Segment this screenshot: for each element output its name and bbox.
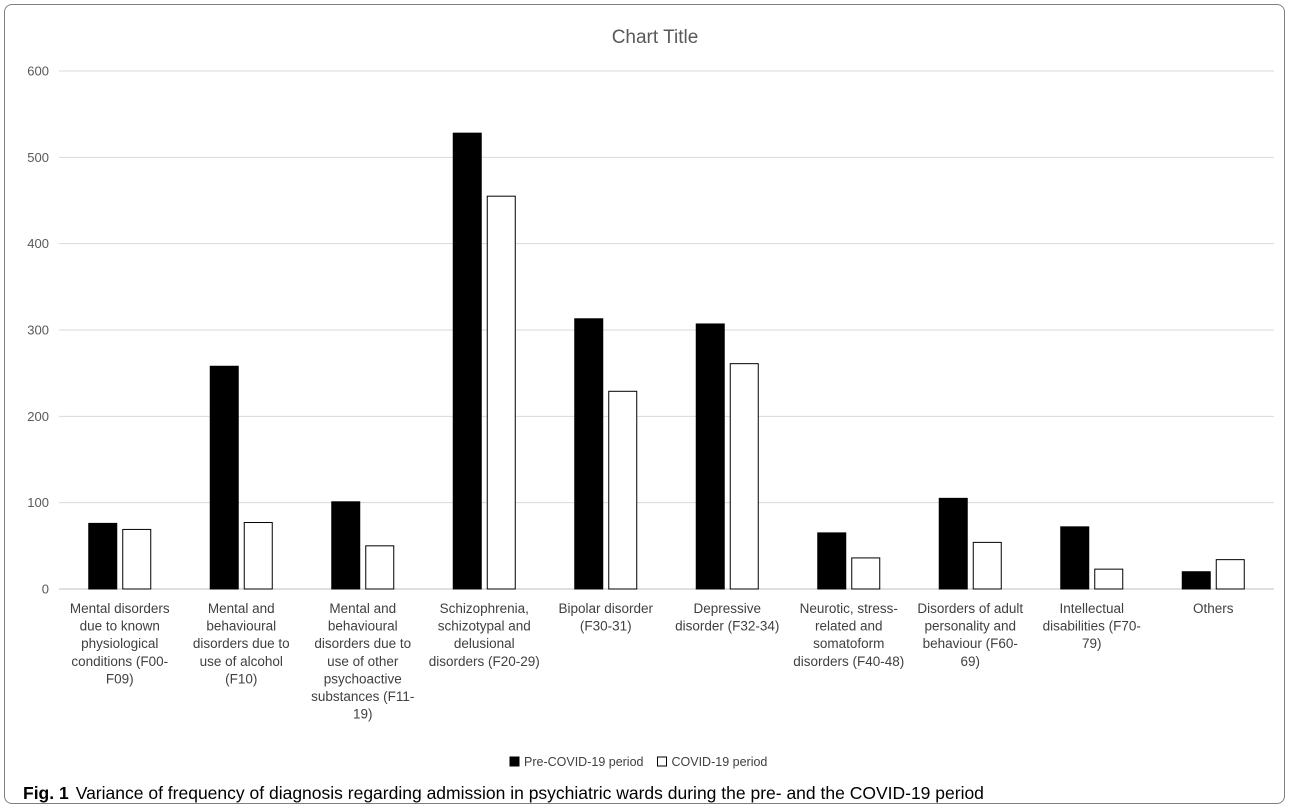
gridlines (59, 70, 1274, 590)
y-tick-label: 100 (27, 495, 49, 510)
category-label: Neurotic, stress-related and somatoform di… (793, 601, 904, 669)
y-tick-label: 0 (42, 582, 49, 597)
category-label: Others (1193, 601, 1234, 616)
category-label: Bipolar disorder (F30-31) (558, 601, 653, 634)
category-label: Mental and behavioural disorders due to use… (193, 601, 290, 686)
legend-swatch-covid (657, 756, 667, 767)
bar-covid (1215, 559, 1245, 590)
bar-pre-covid (88, 522, 118, 590)
bar-covid (972, 541, 1002, 590)
bar-covid (1094, 568, 1124, 590)
y-tick-label: 400 (27, 236, 49, 251)
category-label: Schizophrenia, schizotypal and delusional d… (429, 601, 540, 669)
y-axis: 0 100 200 300 400 500 600 (27, 64, 49, 597)
bar-covid (851, 557, 881, 590)
chart-title: Chart Title (612, 27, 699, 48)
bars (88, 132, 1245, 590)
bar-chart: Chart Title 0 100 200 300 400 500 600 Mental d… (27, 27, 1274, 769)
figure-label: Fig. 1 (23, 783, 69, 803)
bar-pre-covid (1060, 526, 1090, 590)
y-tick-label: 300 (27, 323, 49, 338)
x-axis: Mental disorders due to known physiologica… (70, 601, 1234, 722)
figure-caption: Fig. 1 Variance of frequency of diagnosis… (23, 782, 984, 803)
bar-covid (608, 390, 638, 590)
category-label: Disorders of adult personality and behavio… (917, 601, 1023, 669)
category-label: Depressive disorder (F32-34) (675, 601, 779, 634)
legend-label-covid: COVID-19 period (672, 755, 768, 769)
legend: Pre-COVID-19 period COVID-19 period (509, 755, 768, 769)
bar-pre-covid (574, 318, 604, 590)
bar-covid (122, 528, 152, 590)
bar-pre-covid (695, 323, 725, 590)
bar-covid (365, 545, 395, 590)
bar-covid (243, 522, 273, 590)
bar-pre-covid (817, 532, 847, 590)
legend-swatch-pre-covid (509, 756, 520, 767)
y-tick-label: 500 (27, 150, 49, 165)
bar-covid (486, 195, 516, 590)
category-label: Mental disorders due to known physiologica… (70, 601, 170, 686)
bar-pre-covid (452, 132, 482, 590)
caption-text: Variance of frequency of diagnosis regar… (75, 783, 984, 803)
bar-pre-covid (1181, 571, 1211, 590)
category-label: Intellectual disabilities (F70-79) (1043, 601, 1141, 651)
bar-pre-covid (209, 365, 239, 590)
legend-label-pre-covid: Pre-COVID-19 period (524, 755, 644, 769)
figure-frame: Chart Title 0 100 200 300 400 500 600 Mental d… (4, 4, 1285, 804)
bar-pre-covid (938, 497, 968, 590)
y-tick-label: 200 (27, 409, 49, 424)
bar-pre-covid (331, 501, 361, 590)
bar-covid (729, 363, 759, 590)
category-label: Mental and behavioural disorders due to use… (311, 601, 414, 722)
y-tick-label: 600 (27, 64, 49, 79)
